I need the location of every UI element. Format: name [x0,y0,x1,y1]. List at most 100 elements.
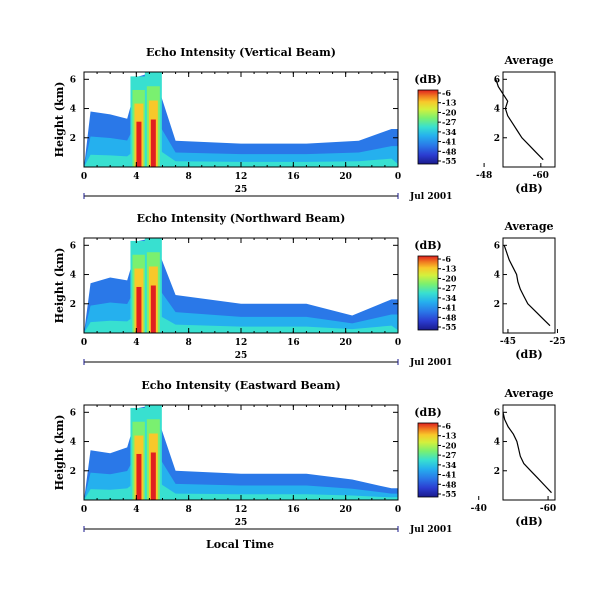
x-tick-label: 12 [235,338,248,348]
echo-surface-layer [84,479,398,500]
date-day: 25 [235,518,248,528]
colorbar-tick-label: -55 [442,156,456,166]
x-tick-label: -40 [471,504,487,514]
average-frame [502,237,556,334]
y-tick-label: 2 [70,467,76,477]
y-axis-title: Height (km) [53,415,66,491]
colorbar-tick-label: -48 [442,479,457,489]
colorbar-tick-label: -48 [442,146,457,156]
y-tick-label: 6 [494,75,500,85]
panel-title: Echo Intensity (Northward Beam) [137,212,346,225]
x-tick-label: 20 [339,338,352,348]
average-panel-1: Average 2 4 6 -48 -60(dB) [476,54,556,195]
echo-surface-layer [84,146,398,167]
x-tick-label: 4 [133,505,139,515]
x-tick-label: 20 [339,172,352,182]
colorbar-tick-label: -6 [442,421,451,431]
colorbar-tick-label: -34 [442,293,457,303]
average-frame [502,404,556,501]
colorbar [417,422,439,498]
x-tick-label: 0 [395,172,401,182]
y-tick-label: 4 [494,105,500,115]
colorbar-tick-label: -48 [442,312,457,322]
date-day: 25 [235,185,248,195]
colorbar-tick-label: -41 [442,470,456,480]
y-axis-title: Height (km) [53,248,66,324]
colorbar-tick-label: -27 [442,450,456,460]
colorbar-tick-label: -13 [442,264,457,274]
y-tick-label: 2 [70,134,76,144]
average-frame [502,71,556,168]
x-tick-label: 8 [186,338,192,348]
y-tick-label: 6 [70,408,76,418]
average-profile-line [503,245,551,327]
x-tick-label: 12 [235,172,248,182]
y-tick-label: 6 [494,408,500,418]
colorbar-tick-label: -13 [442,431,457,441]
colorbar-tick-label: -41 [442,303,456,313]
x-tick-label: -60 [540,504,556,514]
colorbar-tick-label: -27 [442,117,456,127]
x-tick-label: 16 [287,338,300,348]
average-title: Average [503,387,553,400]
average-profile-line [502,412,552,494]
x-tick-label: 12 [235,505,248,515]
colorbar-tick-label: -20 [442,273,457,283]
colorbar-tick-label: -13 [442,98,457,108]
x-tick-label: -25 [549,337,565,347]
colorbar-unit: (dB) [414,406,441,419]
average-panel-2: Average 2 4 6 -45 -25 (dB) [494,220,566,361]
colorbar-unit: (dB) [414,73,441,86]
x-tick-label: 0 [395,505,401,515]
heatmap-panel-3: Echo Intensity (Eastward Beam) 0 4 8 12 16 20 0… [53,379,457,535]
colorbar-tick-label: -20 [442,107,457,117]
colorbar-tick-label: -27 [442,283,456,293]
y-tick-label: 2 [494,300,500,310]
colorbar-tick-label: -55 [442,322,456,332]
x-tick-label: 0 [395,338,401,348]
average-profile-line [495,79,544,161]
x-tick-label: 8 [186,505,192,515]
y-tick-label: 2 [70,300,76,310]
date-month-year: Jul 2001 [409,525,452,535]
tower-core-2 [150,285,156,333]
colorbar-tick-label: -41 [442,137,456,147]
tower-core-2 [150,119,156,167]
average-title: Average [503,220,553,233]
average-x-title: (dB) [515,515,542,528]
y-tick-label: 6 [494,241,500,251]
colorbar [417,255,439,331]
tower-core-1 [136,453,142,500]
x-tick-label: -45 [500,337,516,347]
x-tick-label: 20 [339,505,352,515]
y-axis-title: Height (km) [53,82,66,158]
date-month-year: Jul 2001 [409,192,452,202]
heatmap-panel-1: Echo Intensity (Vertical Beam) 0 4 8 12 16 20 0… [53,46,457,202]
y-tick-label: 4 [70,271,76,281]
x-tick-label: 16 [287,172,300,182]
average-x-title: (dB) [515,182,542,195]
y-tick-label: 4 [494,438,500,448]
x-tick-label: 0 [81,505,87,515]
colorbar-tick-label: -6 [442,254,451,264]
panel-title: Echo Intensity (Eastward Beam) [141,379,340,392]
y-tick-label: 4 [70,105,76,115]
tower-core-2 [150,452,156,500]
average-x-title: (dB) [515,348,542,361]
average-panel-3: Average 2 4 6 -40 -60(dB) [471,387,557,528]
tower-core-1 [136,286,142,333]
x-tick-label: -60 [533,171,549,181]
average-title: Average [503,54,553,67]
colorbar [417,89,439,165]
date-day: 25 [235,351,248,361]
colorbar-tick-label: -34 [442,460,457,470]
y-tick-label: 2 [494,134,500,144]
panel-title: Echo Intensity (Vertical Beam) [146,46,336,59]
x-tick-label: 8 [186,172,192,182]
x-tick-label: 16 [287,505,300,515]
heatmap-panel-2: Echo Intensity (Northward Beam) 0 4 8 12 16 20… [53,212,457,368]
tower-core-1 [136,121,142,167]
y-tick-label: 6 [70,75,76,85]
y-tick-label: 2 [494,467,500,477]
